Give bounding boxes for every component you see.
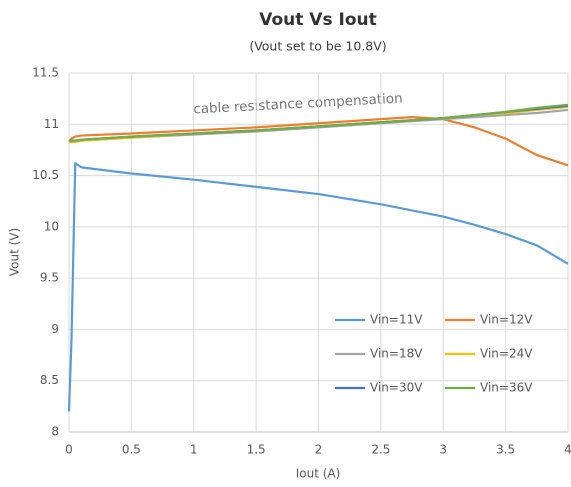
x-tick-label: 3.5 xyxy=(496,443,515,457)
legend-label: Vin=18V xyxy=(370,347,423,361)
y-tick-label: 8 xyxy=(51,425,59,439)
x-tick-label: 3 xyxy=(439,443,447,457)
y-axis-label: Vout (V) xyxy=(8,228,22,276)
x-axis-label: Iout (A) xyxy=(296,467,341,481)
x-tick-label: 0 xyxy=(65,443,73,457)
y-tick-label: 10.5 xyxy=(32,168,59,182)
x-tick-label: 2 xyxy=(315,443,323,457)
y-tick-label: 11.5 xyxy=(32,66,59,80)
y-tick-label: 10 xyxy=(44,219,59,233)
annotation: cable resistance compensation xyxy=(193,91,403,118)
y-tick-label: 9.5 xyxy=(40,271,59,285)
y-tick-label: 9 xyxy=(51,322,59,336)
y-tick-label: 8.5 xyxy=(40,373,59,387)
x-tick-label: 1 xyxy=(190,443,198,457)
legend-label: Vin=36V xyxy=(480,381,533,395)
x-tick-label: 0.5 xyxy=(122,443,141,457)
legend-label: Vin=12V xyxy=(480,313,533,327)
x-tick-label: 1.5 xyxy=(247,443,266,457)
series-line xyxy=(69,103,569,142)
legend-label: Vin=24V xyxy=(480,347,533,361)
x-tick-label: 2.5 xyxy=(371,443,390,457)
series-line xyxy=(67,162,569,412)
chart-subtitle: (Vout set to be 10.8V) xyxy=(249,39,386,54)
legend-label: Vin=11V xyxy=(370,313,423,327)
legend-label: Vin=30V xyxy=(370,381,423,395)
x-tick-label: 4 xyxy=(564,443,571,457)
chart-title: Vout Vs Iout xyxy=(259,10,376,30)
series-line xyxy=(68,116,569,167)
y-tick-label: 11 xyxy=(44,117,59,131)
